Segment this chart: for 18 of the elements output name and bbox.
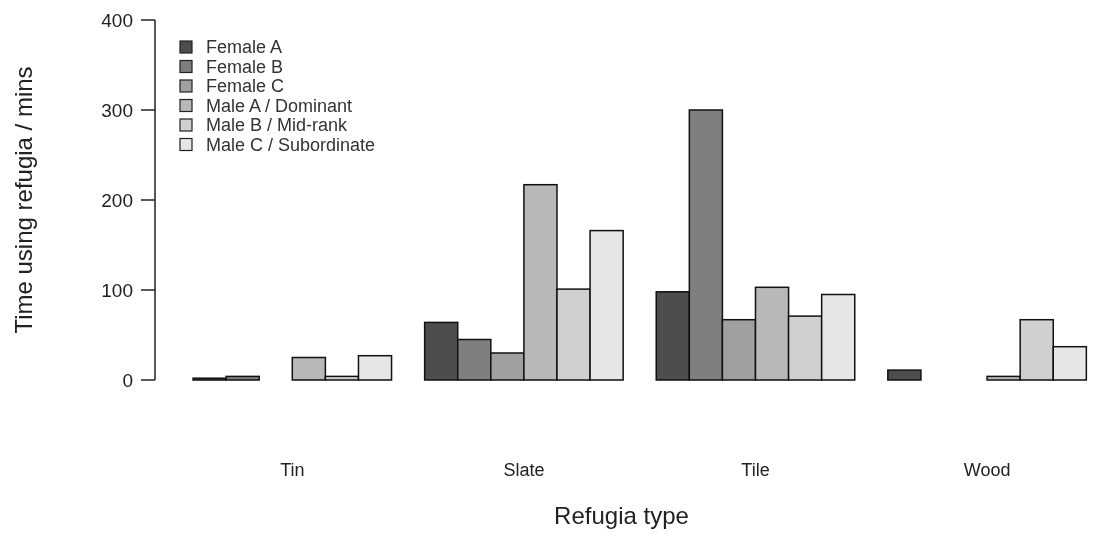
y-axis-title: Time using refugia / mins [10,66,37,334]
y-tick-label: 200 [101,189,133,211]
y-tick-label: 400 [101,9,133,31]
y-tick-label: 300 [101,99,133,121]
x-tick-label: Tin [280,460,305,480]
legend-label: Female B [206,56,284,77]
x-tick-label: Wood [963,460,1011,480]
legend-label: Male B / Mid-rank [206,115,349,136]
x-tick-label: Slate [503,460,545,480]
x-axis-title: Refugia type [554,502,689,529]
y-tick-label: 100 [101,279,133,301]
bar [887,369,922,381]
x-tick-label: Tile [741,460,770,480]
legend-label: Male C / Subordinate [206,134,376,155]
y-tick-label: 0 [122,369,133,391]
legend-label: Male A / Dominant [206,95,353,116]
legend-label: Female C [206,76,285,97]
legend-label: Female A [206,37,283,58]
